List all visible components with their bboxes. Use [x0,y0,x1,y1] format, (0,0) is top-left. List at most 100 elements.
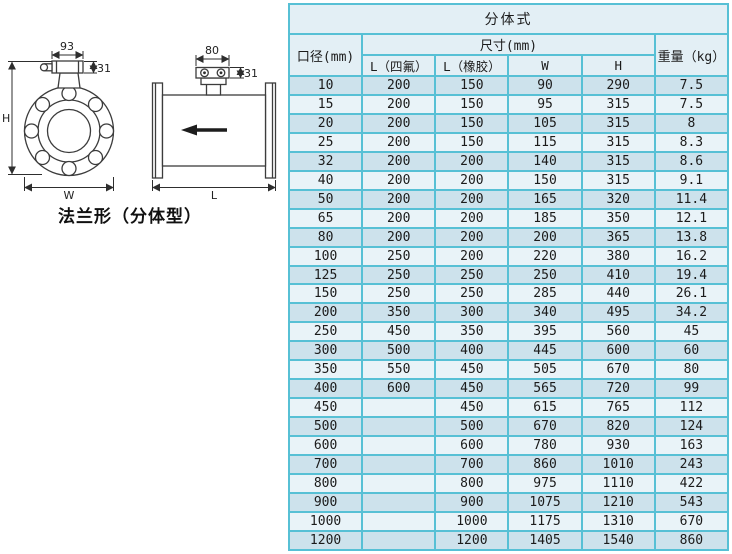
cell: 400 [287,378,364,400]
dim-height-label: H [2,112,10,125]
cell: 800 [287,473,364,494]
cell: 150 [434,75,510,96]
cell: 19.4 [653,264,730,286]
cell: 1310 [580,510,656,532]
side-view: 80 31 L [151,44,277,202]
cell: 860 [653,529,730,552]
cell [361,454,437,476]
cell: 7.5 [653,75,730,96]
cell: 700 [434,454,510,476]
cell: 600 [287,435,364,457]
table-title: 分体式 [288,3,729,35]
cell: 1210 [580,491,656,513]
cell: 250 [361,264,437,286]
cell: 350 [580,207,656,229]
cell: 400 [434,340,510,362]
flowmeter-drawing: 93 31 H W [0,0,285,554]
diagram-caption: 法兰形（分体型） [58,207,202,227]
cell: 315 [580,112,656,134]
table-row: 350 550 450 505 670 80 [287,359,730,381]
cell: 163 [653,435,730,457]
cell: 320 [580,188,656,210]
cell: 450 [361,321,437,343]
cell: 90 [507,75,583,96]
cell: 565 [507,378,583,400]
cell: 615 [507,397,583,419]
cell: 300 [434,302,510,324]
cell: 600 [580,340,656,362]
cell: 720 [580,378,656,400]
cell: 112 [653,397,730,419]
cell: 450 [434,397,510,419]
cell: 9.1 [653,169,730,191]
col-header-weight: 重量（kg） [653,33,730,77]
col-header-w: W [507,54,583,77]
cell: 40 [287,169,364,191]
cell: 410 [580,264,656,286]
front-view: 93 31 H W [2,40,115,202]
cell: 670 [580,359,656,381]
cell: 670 [507,416,583,438]
cell: 800 [434,473,510,494]
flow-direction-arrow [181,124,227,136]
cell: 765 [580,397,656,419]
table-row: 40 200 200 150 315 9.1 [287,169,730,191]
cell: 220 [507,245,583,267]
cell: 95 [507,93,583,115]
cell [361,510,437,532]
col-header-h: H [580,54,656,77]
spec-table-body: 10 200 150 90 290 7.5 15 200 150 95 315 7.5 20 200 150… [287,75,730,552]
table-row: 50 200 200 165 320 11.4 [287,188,730,210]
table-row: 65 200 200 185 350 12.1 [287,207,730,229]
cell: 200 [361,169,437,191]
cell: 1075 [507,491,583,513]
cell: 100 [287,245,364,267]
spec-table-header: 分体式 口径(mm) 尺寸(mm) 重量（kg） L（四氟） L（橡胶） W H [287,3,730,77]
table-row: 25 200 150 115 315 8.3 [287,131,730,153]
cell: 8.3 [653,131,730,153]
table-row: 80 200 200 200 365 13.8 [287,226,730,248]
cell: 500 [287,416,364,438]
cell: 150 [434,93,510,115]
cell: 200 [434,226,510,248]
dim-front-box-width: 93 [60,40,74,53]
cell: 250 [434,264,510,286]
cell: 7.5 [653,93,730,115]
bolt-holes [23,85,115,177]
cell: 700 [287,454,364,476]
cell: 1010 [580,454,656,476]
cell: 8.6 [653,150,730,172]
cell: 150 [287,283,364,305]
cell: 250 [434,283,510,305]
cell [361,435,437,457]
dim-front-box-height: 31 [97,62,111,75]
cell: 200 [434,169,510,191]
table-row: 250 450 350 395 560 45 [287,321,730,343]
cell: 25 [287,131,364,153]
cell: 315 [580,169,656,191]
table-row: 700 700 860 1010 243 [287,454,730,476]
cell: 543 [653,491,730,513]
cell: 780 [507,435,583,457]
col-header-l-ptfe: L（四氟） [361,54,437,77]
cell [361,473,437,494]
cell: 200 [361,131,437,153]
cell: 65 [287,207,364,229]
cell: 10 [287,75,364,96]
cell: 11.4 [653,188,730,210]
cell: 60 [653,340,730,362]
cell: 12.1 [653,207,730,229]
cell: 200 [361,188,437,210]
cell: 820 [580,416,656,438]
cell: 150 [434,131,510,153]
cell: 45 [653,321,730,343]
cell: 200 [361,75,437,96]
cell: 315 [580,93,656,115]
cell: 165 [507,188,583,210]
table-row: 900 900 1075 1210 543 [287,491,730,513]
cell: 285 [507,283,583,305]
cell: 560 [580,321,656,343]
cell: 26.1 [653,283,730,305]
cell: 140 [507,150,583,172]
